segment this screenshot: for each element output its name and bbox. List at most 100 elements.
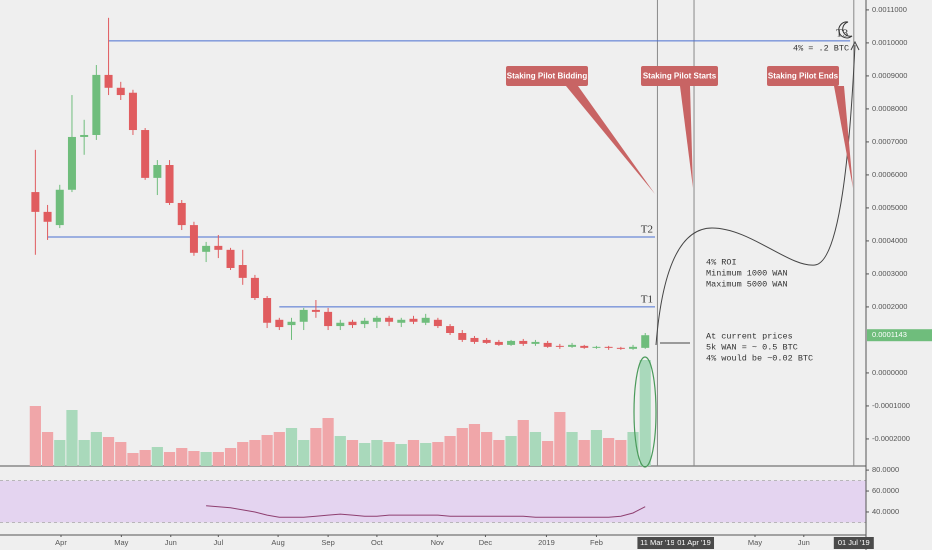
candle-body — [555, 345, 564, 347]
note-line: At current prices — [706, 331, 793, 341]
candle-body — [43, 211, 52, 222]
volume-highlight — [633, 356, 657, 468]
candle-body — [104, 74, 113, 88]
panels — [0, 480, 866, 523]
candle-body — [226, 249, 235, 268]
candle-body — [458, 332, 467, 340]
x-tick-label: Oct — [371, 538, 384, 547]
volume-bar — [66, 410, 78, 466]
x-tick-label: Nov — [431, 538, 445, 547]
y-tick-label: 0.0006000 — [872, 170, 907, 179]
candle-body — [507, 340, 516, 345]
last-price-box — [867, 329, 932, 342]
candle-body — [592, 346, 601, 348]
y-tick-label: 0.0009000 — [872, 71, 907, 80]
candle-body — [446, 326, 455, 333]
volume-bar — [127, 453, 139, 466]
note-line: Minimum 1000 WAN — [706, 268, 788, 278]
candle-body — [397, 319, 406, 323]
candle-body — [641, 335, 650, 348]
y-tick-label: 0.0005000 — [872, 203, 907, 212]
y-tick-label: 0.0007000 — [872, 137, 907, 146]
callout-text: Staking Pilot Ends — [768, 72, 839, 81]
candle-body — [116, 87, 125, 96]
candle-body — [67, 136, 76, 190]
callout-tail — [680, 86, 693, 188]
level-label: T1 — [641, 293, 653, 305]
volume-bar — [41, 432, 54, 466]
candle-body — [519, 340, 528, 344]
x-tick-label: Sep — [321, 538, 334, 547]
candle-body — [421, 317, 430, 323]
candle-body — [80, 134, 89, 137]
candle-body — [128, 92, 137, 131]
candle-body — [568, 344, 577, 347]
callout-tail — [834, 86, 853, 188]
volume-bar — [578, 440, 590, 466]
candle-body — [494, 341, 503, 345]
candle-body — [324, 311, 333, 327]
x-tick-label: May — [748, 538, 762, 547]
volume-bar — [432, 442, 444, 466]
volume-bar — [517, 420, 529, 466]
x-tick-highlight — [674, 537, 715, 549]
volume-bar — [493, 440, 505, 466]
candle-body — [629, 346, 638, 349]
volume-bar — [102, 437, 115, 466]
volume-bar — [298, 440, 310, 466]
callout-text: Staking Pilot Starts — [643, 72, 717, 81]
volume-bar — [639, 360, 651, 466]
x-tick-label: Feb — [590, 538, 603, 547]
x-tick-label: May — [114, 538, 128, 547]
candle-body — [153, 165, 162, 178]
volume-bar — [456, 428, 468, 466]
candle-body — [287, 321, 296, 326]
volume-bar — [627, 432, 639, 466]
y-tick-label: 60.0000 — [872, 486, 899, 495]
candle-body — [336, 322, 345, 327]
x-tick-label: Jul — [214, 538, 224, 547]
y-tick-label: 0.0002000 — [872, 302, 907, 311]
t3-note: 4% = .2 BTC — [793, 43, 849, 53]
callout-tail — [566, 86, 655, 194]
volume-bar — [163, 452, 176, 466]
projection-arrow — [850, 40, 860, 51]
candle-body — [177, 202, 186, 226]
volume-bar — [481, 432, 493, 466]
candle-body — [202, 245, 211, 252]
x-tick-label: Dec — [479, 538, 493, 547]
note-line: 5k WAN = ~ 0.5 BTC — [706, 342, 798, 352]
plot: 0.0011000 0.0010000 0.0009000 0.0008000 0.00… — [29, 0, 932, 549]
candle-body — [238, 265, 247, 278]
volume-bar — [212, 452, 224, 466]
callout-box — [767, 66, 839, 86]
x-tick-label: Jun — [165, 538, 177, 547]
volume-bar — [420, 443, 432, 466]
candle-body — [348, 321, 357, 326]
volume-bar — [176, 448, 188, 466]
candle-body — [385, 317, 394, 322]
callout-text: Staking Pilot Bidding — [507, 72, 588, 81]
x-tick-label: Aug — [271, 538, 284, 547]
volume-bar — [310, 428, 322, 466]
volume-bar — [554, 412, 566, 466]
volume-bar — [383, 442, 395, 466]
volume-bar — [78, 440, 90, 466]
candle-body — [604, 346, 613, 348]
volume-bar — [249, 440, 261, 466]
candle-body — [263, 298, 272, 323]
volume-bar — [444, 436, 456, 466]
volume-bar — [407, 440, 420, 466]
candle-body — [189, 225, 198, 253]
candle-body — [31, 192, 40, 212]
candle-body — [299, 309, 308, 322]
y-tick-label: 0.0000000 — [872, 368, 907, 377]
volume-bar — [395, 444, 407, 466]
note-line: Maximum 5000 WAN — [706, 279, 788, 289]
volume-bar — [90, 432, 102, 466]
volume-bar — [54, 440, 66, 466]
candle-body — [409, 318, 418, 322]
candle-body — [531, 341, 540, 344]
candle-body — [470, 337, 479, 342]
